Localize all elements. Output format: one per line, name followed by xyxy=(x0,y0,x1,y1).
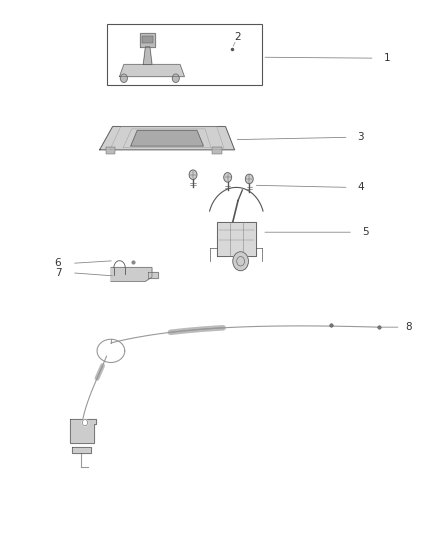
Polygon shape xyxy=(140,33,155,46)
Text: 3: 3 xyxy=(357,132,364,142)
Bar xyxy=(142,36,153,43)
Polygon shape xyxy=(70,419,96,443)
Text: 1: 1 xyxy=(383,53,390,63)
Circle shape xyxy=(233,252,248,271)
Circle shape xyxy=(120,74,127,83)
Circle shape xyxy=(82,419,88,426)
Circle shape xyxy=(189,170,197,180)
Bar xyxy=(106,147,115,154)
Bar xyxy=(106,24,262,85)
Polygon shape xyxy=(72,447,91,453)
Circle shape xyxy=(224,173,232,182)
Polygon shape xyxy=(131,131,203,146)
Polygon shape xyxy=(217,222,256,256)
Polygon shape xyxy=(111,268,152,281)
Text: 8: 8 xyxy=(405,322,412,332)
Text: 4: 4 xyxy=(357,182,364,192)
Text: 7: 7 xyxy=(55,268,61,278)
Text: 6: 6 xyxy=(55,259,61,268)
Polygon shape xyxy=(143,46,152,64)
Text: 5: 5 xyxy=(362,227,368,237)
Polygon shape xyxy=(120,64,184,77)
Polygon shape xyxy=(148,272,159,278)
Circle shape xyxy=(172,74,179,83)
Bar xyxy=(212,147,222,154)
Circle shape xyxy=(245,174,253,184)
Polygon shape xyxy=(100,127,235,150)
Text: 2: 2 xyxy=(234,32,241,42)
